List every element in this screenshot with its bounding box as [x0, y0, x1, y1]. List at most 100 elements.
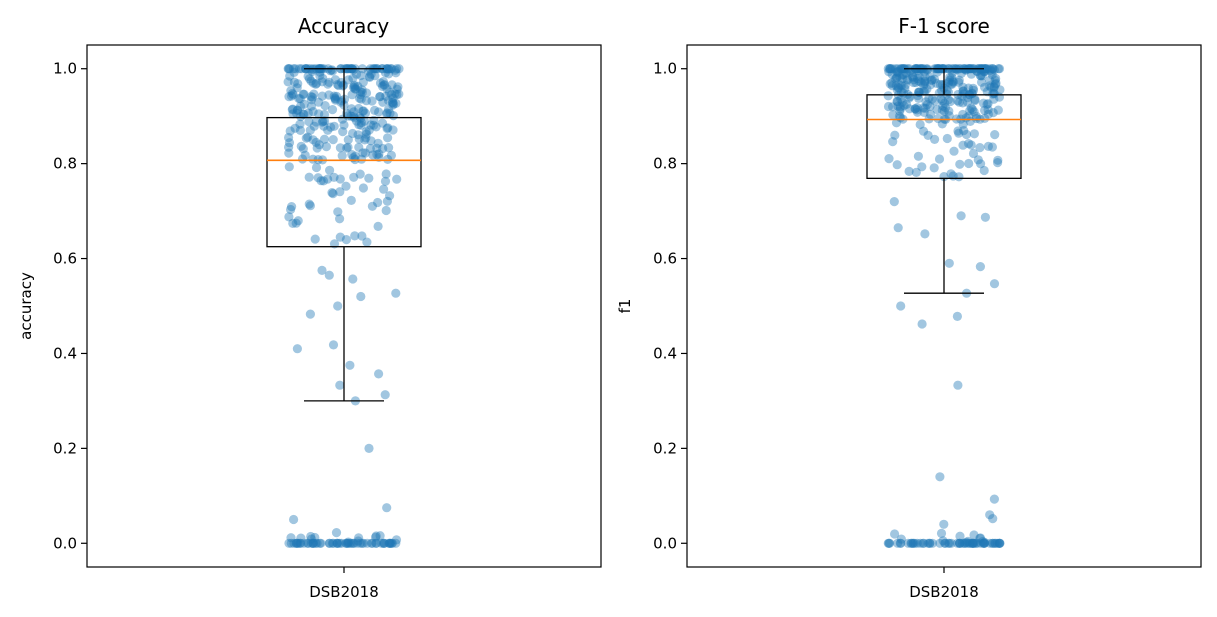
data-point [362, 538, 372, 548]
data-point [364, 71, 375, 82]
data-point [372, 150, 382, 160]
data-point [305, 125, 315, 135]
data-point [945, 75, 955, 85]
data-point [317, 91, 327, 101]
data-point [327, 65, 337, 75]
data-point [958, 98, 968, 108]
data-point [353, 130, 363, 140]
data-point [350, 84, 360, 94]
data-point [291, 538, 301, 548]
data-point [325, 165, 335, 175]
data-point [378, 77, 388, 87]
data-point [893, 67, 903, 77]
data-point [921, 97, 931, 107]
data-point [937, 105, 947, 115]
data-point [354, 533, 364, 543]
data-point [383, 133, 393, 143]
data-point [973, 155, 983, 165]
data-point [993, 155, 1003, 165]
data-point [883, 91, 893, 101]
data-point [318, 116, 328, 126]
ytick-label: 0.4 [53, 344, 77, 362]
data-point [385, 108, 395, 118]
data-point [360, 135, 370, 145]
data-point [955, 538, 965, 548]
data-point [904, 166, 914, 176]
data-point [944, 111, 954, 121]
data-point [292, 538, 302, 548]
data-point [318, 73, 328, 83]
data-point [899, 101, 909, 111]
data-point [914, 93, 924, 103]
ytick-label: 0.4 [653, 344, 677, 362]
data-point [387, 538, 397, 548]
data-point [373, 221, 383, 231]
data-point [345, 538, 355, 548]
data-point [369, 120, 379, 130]
data-point [923, 130, 933, 140]
data-point [391, 535, 402, 545]
data-point [391, 288, 401, 298]
data-point [899, 64, 909, 74]
data-point [989, 65, 1000, 75]
data-point [355, 87, 366, 97]
data-point [975, 262, 986, 272]
data-point [342, 143, 352, 153]
data-point [953, 126, 963, 136]
data-point [912, 105, 922, 115]
data-point [978, 98, 989, 108]
data-point [306, 92, 316, 102]
data-point [335, 380, 345, 390]
data-point [933, 113, 943, 124]
data-point [323, 79, 333, 89]
data-point [904, 104, 915, 114]
data-point [384, 87, 395, 97]
data-point [898, 88, 909, 98]
data-point [956, 211, 966, 221]
data-point [964, 139, 974, 149]
data-point [286, 91, 297, 101]
data-point [958, 86, 968, 96]
data-point [977, 71, 987, 81]
data-point [955, 531, 965, 541]
data-point [379, 538, 389, 548]
data-point [332, 538, 342, 548]
data-point [377, 81, 388, 91]
data-point [295, 94, 305, 104]
data-point [892, 73, 902, 83]
data-point [908, 538, 918, 548]
data-point [944, 77, 954, 87]
data-point [383, 64, 393, 74]
ytick-label: 0.6 [653, 250, 677, 268]
data-point [893, 223, 903, 233]
data-point [365, 72, 375, 82]
data-point [910, 538, 920, 548]
data-point [333, 207, 343, 217]
data-point [306, 101, 316, 111]
data-point [917, 162, 927, 172]
data-point [286, 204, 296, 215]
ytick-label: 1.0 [53, 60, 77, 78]
data-point [379, 538, 389, 548]
data-point [927, 538, 938, 548]
data-point [371, 538, 381, 548]
data-point [895, 102, 906, 112]
data-point [993, 158, 1003, 168]
data-point [382, 108, 392, 118]
data-point [371, 532, 381, 542]
data-point [368, 150, 378, 160]
data-point [381, 64, 392, 74]
data-point [966, 103, 976, 113]
data-point [288, 109, 298, 119]
accuracy-axes-frame [86, 44, 602, 568]
data-point [351, 84, 361, 94]
data-point [968, 83, 978, 93]
data-point [337, 114, 348, 124]
data-point [297, 154, 308, 164]
data-point [961, 537, 972, 547]
data-point [907, 538, 917, 548]
data-point [370, 71, 380, 81]
data-point [953, 380, 963, 390]
data-point [375, 78, 386, 88]
data-point [920, 76, 930, 86]
